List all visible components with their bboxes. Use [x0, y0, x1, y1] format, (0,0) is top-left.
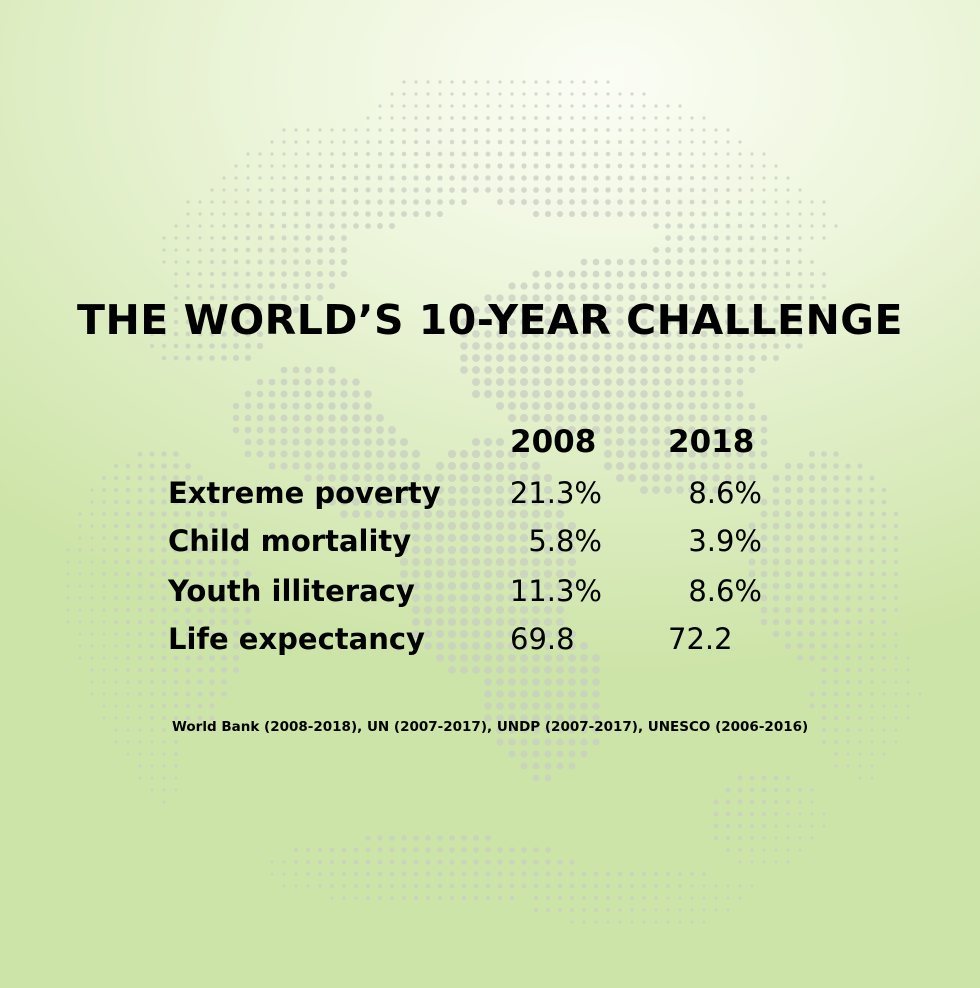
value-2008: 11.3%: [509, 574, 602, 608]
value-2018: 72.2: [668, 622, 733, 656]
row-label: Life expectancy: [168, 622, 425, 656]
table-row-child-mortality: Child mortality 5.8% 3.9%: [0, 524, 980, 568]
value-2018: 3.9%: [688, 524, 762, 558]
source-note: World Bank (2008-2018), UN (2007-2017), …: [172, 719, 809, 735]
value-2008: 21.3%: [509, 476, 602, 510]
column-header-2008: 2008: [510, 424, 597, 460]
value-2008: 69.8: [510, 622, 575, 656]
value-2018: 8.6%: [688, 476, 762, 510]
value-2008: 5.8%: [528, 524, 602, 558]
column-header-2018: 2018: [668, 424, 755, 460]
row-label: Youth illiteracy: [168, 574, 415, 608]
row-label: Child mortality: [168, 524, 412, 558]
page-title: THE WORLD’S 10-YEAR CHALLENGE: [77, 296, 903, 344]
table-row-youth-illiteracy: Youth illiteracy 11.3% 8.6%: [0, 574, 980, 618]
table-row-extreme-poverty: Extreme poverty 21.3% 8.6%: [0, 476, 980, 520]
row-label: Extreme poverty: [168, 476, 441, 510]
table-row-life-expectancy: Life expectancy 69.8 72.2: [0, 622, 980, 666]
value-2018: 8.6%: [688, 574, 762, 608]
